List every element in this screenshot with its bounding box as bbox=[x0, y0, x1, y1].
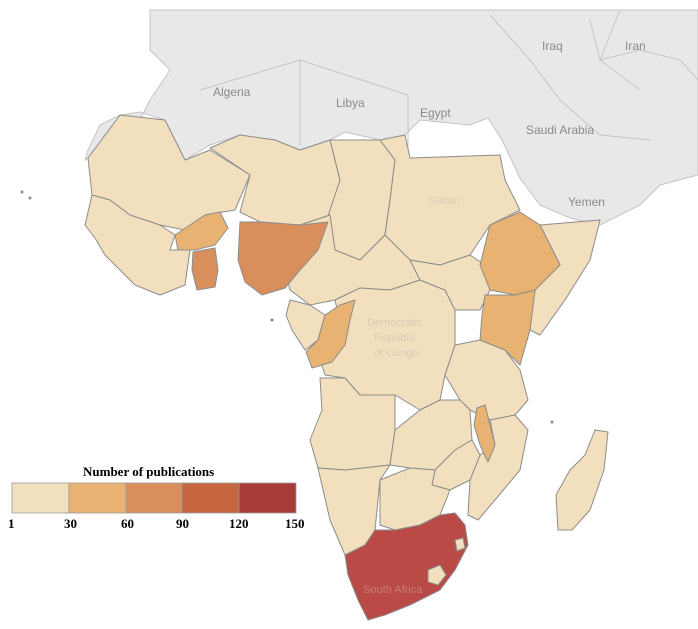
label-iraq: Iraq bbox=[542, 39, 563, 53]
country-lesotho bbox=[427, 564, 447, 586]
legend-tick: 150 bbox=[285, 516, 305, 531]
label-yemen: Yemen bbox=[568, 195, 605, 209]
island-marker bbox=[28, 196, 32, 200]
legend-bin-3 bbox=[125, 482, 183, 514]
legend-tick: 1 bbox=[8, 516, 15, 531]
legend-tick: 120 bbox=[229, 516, 249, 531]
legend-tick: 60 bbox=[121, 516, 134, 531]
legend-bin-5 bbox=[238, 482, 297, 514]
country-madagascar bbox=[555, 429, 609, 531]
label-sudan: Sudan bbox=[428, 195, 460, 207]
country-nigeria bbox=[237, 221, 329, 296]
persian-gulf-coast bbox=[599, 9, 698, 81]
island-marker bbox=[20, 190, 24, 194]
legend-bin-2 bbox=[68, 482, 127, 514]
legend: Number of publications 1 30 60 90 120 15… bbox=[8, 464, 305, 531]
background-border bbox=[489, 14, 651, 141]
country-malawi bbox=[473, 404, 496, 463]
label-drc-line3: of Congo bbox=[374, 347, 419, 359]
label-libya: Libya bbox=[336, 96, 365, 110]
label-algeria: Algeria bbox=[213, 85, 251, 99]
label-saudi-arabia: Saudi Arabia bbox=[526, 123, 594, 137]
label-iran: Iran bbox=[625, 39, 646, 53]
country-kenya bbox=[479, 289, 536, 366]
country-sudan bbox=[379, 134, 521, 266]
country-congo bbox=[305, 299, 356, 369]
background-border bbox=[199, 59, 409, 160]
legend-tick: 90 bbox=[176, 516, 189, 531]
country-west-coast bbox=[84, 194, 191, 296]
country-burkina-faso bbox=[174, 211, 229, 251]
legend-title: Number of publications bbox=[83, 464, 214, 479]
country-ghana bbox=[191, 247, 219, 291]
label-south-africa: South Africa bbox=[363, 584, 423, 596]
country-botswana bbox=[379, 467, 451, 531]
island-marker bbox=[550, 420, 554, 424]
legend-bin-1 bbox=[11, 482, 70, 514]
country-gabon bbox=[285, 299, 326, 351]
background-border bbox=[589, 19, 641, 91]
label-egypt: Egypt bbox=[420, 106, 451, 120]
country-south-africa bbox=[344, 512, 469, 621]
label-drc-line1: Democratic bbox=[367, 317, 423, 329]
island-marker bbox=[270, 318, 274, 322]
label-drc-line2: Republic bbox=[374, 332, 417, 344]
legend-tick: 30 bbox=[64, 516, 77, 531]
country-eswatini bbox=[454, 537, 466, 552]
legend-bin-4 bbox=[181, 482, 240, 514]
